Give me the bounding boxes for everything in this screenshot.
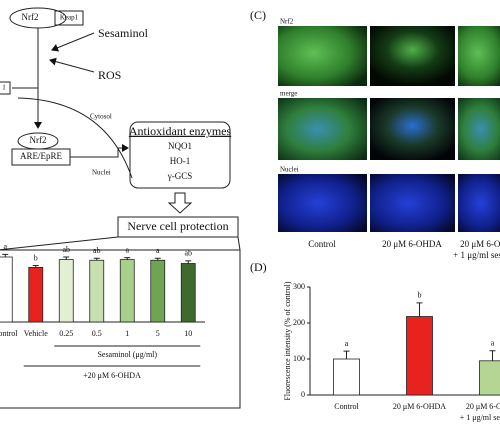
group-label: +20 μM 6-OHDA xyxy=(83,371,141,380)
significance-label: a xyxy=(345,339,349,348)
significance-label: a xyxy=(491,339,495,348)
micrograph xyxy=(458,174,500,232)
column-label: 20 μM 6-OHDA xyxy=(382,239,442,249)
panel-label: (D) xyxy=(250,260,267,274)
bar xyxy=(89,259,105,323)
x-tick-label: 1 xyxy=(125,329,129,338)
label: 1 xyxy=(2,84,6,92)
bar xyxy=(0,256,13,323)
shape xyxy=(129,121,231,189)
error-bar xyxy=(63,256,70,260)
x-tick-label: Control xyxy=(334,402,359,411)
row-label: merge xyxy=(280,90,297,98)
bar xyxy=(479,360,500,396)
label: Cytosol xyxy=(90,113,112,121)
error-bar xyxy=(2,253,9,257)
micrograph xyxy=(278,26,367,86)
significance-label: ab xyxy=(62,245,70,254)
label: Sesaminol xyxy=(98,26,149,40)
x-tick-label: 0.5 xyxy=(92,329,102,338)
significance-label: a xyxy=(125,245,129,254)
label: HO-1 xyxy=(170,156,191,166)
label: Antioxidant enzymes xyxy=(129,124,232,138)
block-arrow xyxy=(167,192,193,214)
label: ROS xyxy=(98,68,121,82)
arrow xyxy=(70,144,129,158)
label: NQO1 xyxy=(168,141,192,151)
connector xyxy=(0,236,119,251)
label: Keap1 xyxy=(60,14,79,22)
x-tick-label: Vehicle xyxy=(24,329,48,338)
significance-label: a xyxy=(156,246,160,255)
panel-label: (C) xyxy=(250,8,266,22)
arrow xyxy=(49,57,95,73)
label: Nuclei xyxy=(92,169,111,177)
micrograph xyxy=(278,174,367,232)
inset-frame xyxy=(0,249,241,409)
micrograph-panel: (C) Nrf2 merge Nuclei Control 20 μM 6-OH… xyxy=(250,8,500,260)
x-tick-label: Control xyxy=(0,329,18,338)
connector xyxy=(237,236,241,251)
error-bar xyxy=(489,350,496,361)
x-tick-label: 10 xyxy=(184,329,192,338)
membrane xyxy=(17,97,133,179)
y-tick-label: 300 xyxy=(293,282,305,291)
shape xyxy=(0,81,11,95)
significance-label: b xyxy=(34,253,38,262)
y-tick-label: 200 xyxy=(293,318,305,327)
column-label: Control xyxy=(308,239,336,249)
micrograph xyxy=(370,26,455,86)
row-label: Nuclei xyxy=(280,166,299,174)
significance-label: a xyxy=(3,242,7,251)
y-axis-label: Fluorescence intensity (% of control) xyxy=(283,281,292,400)
bar xyxy=(406,316,433,396)
significance-label: ab xyxy=(93,246,101,255)
error-bar xyxy=(32,264,39,268)
significance-label: ab xyxy=(184,249,192,258)
micrograph xyxy=(458,26,500,86)
label: γ-GCS xyxy=(167,171,192,181)
error-bar xyxy=(185,260,192,264)
label: Nerve cell protection xyxy=(127,219,228,233)
error-bar xyxy=(343,350,350,359)
shape xyxy=(54,10,84,26)
x-tick-label: 5 xyxy=(156,329,160,338)
bar xyxy=(333,358,360,396)
bar xyxy=(28,266,44,323)
bar xyxy=(150,259,166,323)
error-bar xyxy=(93,257,100,261)
label: ARE/EpRE xyxy=(20,151,63,161)
label: Nrf2 xyxy=(22,12,39,22)
x-tick-label: 0.25 xyxy=(59,329,73,338)
micrograph xyxy=(458,98,500,160)
error-bar xyxy=(154,257,161,261)
micrograph xyxy=(278,98,367,160)
y-tick-label: 100 xyxy=(293,354,305,363)
bar xyxy=(119,259,135,323)
row-label: Nrf2 xyxy=(280,18,294,26)
label: Nrf2 xyxy=(30,135,47,145)
shape xyxy=(117,216,239,238)
error-bar xyxy=(124,257,131,260)
bar xyxy=(58,259,74,323)
micrograph xyxy=(370,98,455,160)
significance-label: b xyxy=(418,291,422,300)
x-tick-label: 20 μM 6-OHDA xyxy=(393,402,446,411)
pathway-diagram: Nrf2 Keap1 Sesaminol ROS 1 Cytosol Nucle… xyxy=(0,7,241,409)
arrow xyxy=(51,32,95,52)
micrograph xyxy=(370,174,455,232)
column-label: 20 μM 6-OHDA+ 1 μg/ml sesaminol xyxy=(453,239,500,260)
error-bar xyxy=(416,302,423,317)
x-axis-label: Sesaminol (μg/ml) xyxy=(97,350,157,359)
y-tick-label: 0 xyxy=(301,390,305,399)
x-tick-label: 20 μM 6-OHDA+ 1 μg/ml sesaminol xyxy=(460,402,500,422)
bar xyxy=(180,263,196,323)
